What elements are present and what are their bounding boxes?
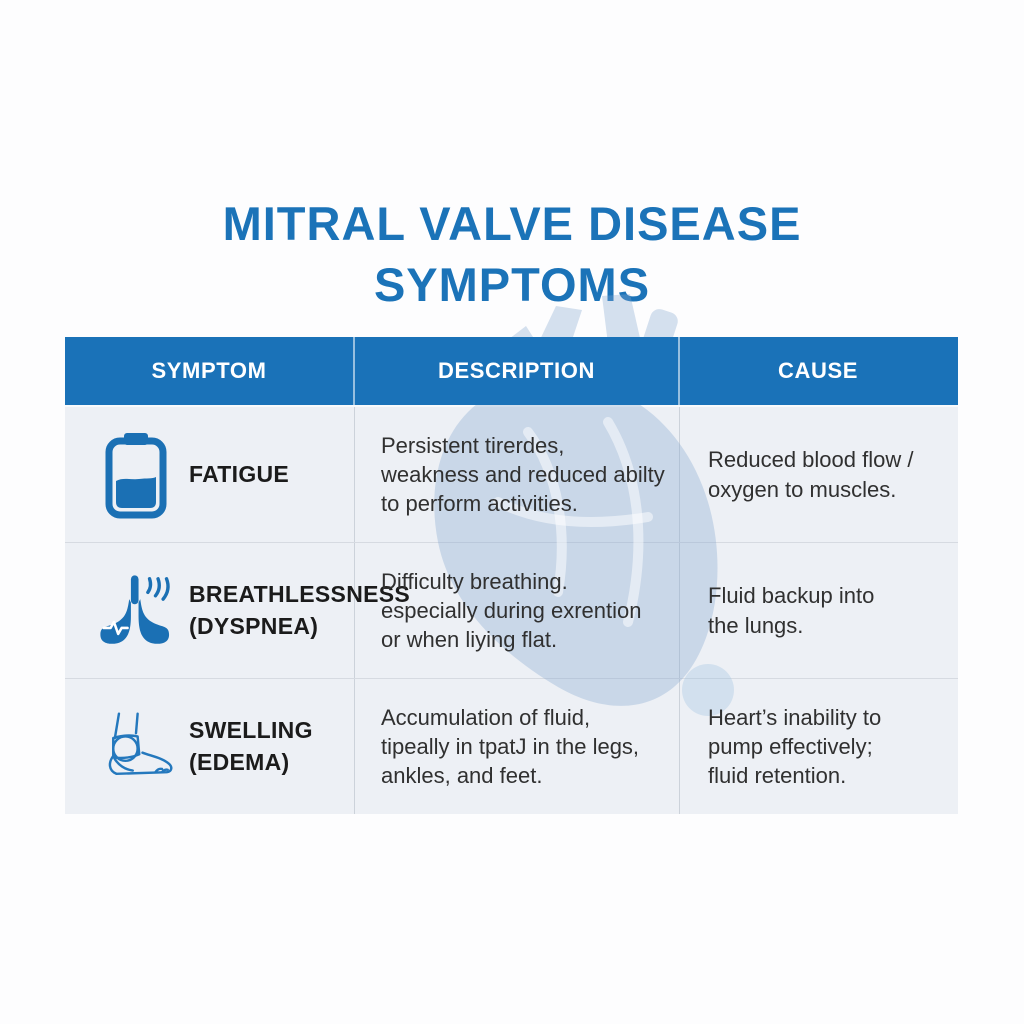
table-row-fatigue: FATIGUE Persistent tirerdes, weakness an… xyxy=(65,405,958,542)
battery-low-icon xyxy=(97,431,175,519)
description-cell: Difficulty breathing. especially during … xyxy=(355,543,680,678)
page-title: MITRAL VALVE DISEASE SYMPTOMS xyxy=(0,193,1024,315)
page-title-line2: SYMPTOMS xyxy=(373,258,651,312)
description-cell: Persistent tirerdes, weakness and reduce… xyxy=(355,407,680,542)
cause-cell: Reduced blood flow / oxygen to muscles. xyxy=(680,407,957,542)
ankle-swelling-icon xyxy=(97,704,175,790)
page-title-line1: MITRAL VALVE DISEASE xyxy=(222,197,802,250)
cause-text: Heart’s inability to pump effectively; f… xyxy=(708,704,882,789)
table-row-swelling: SWELLING (EDEMA) Accumulation of fluid, … xyxy=(65,678,958,814)
cause-cell: Fluid backup into the lungs. xyxy=(680,543,957,678)
table-header-row: SYMPTOM DESCRIPTION CAUSE xyxy=(65,337,958,405)
description-text: Difficulty breathing. especially during … xyxy=(381,568,642,653)
symptom-label: SWELLING (EDEMA) xyxy=(189,717,313,775)
description-cell: Accumulation of fluid, tipeally in tpatJ… xyxy=(355,679,680,814)
cause-text: Reduced blood flow / oxygen to muscles. xyxy=(708,447,914,502)
lungs-icon xyxy=(97,567,175,655)
symptom-cell: FATIGUE xyxy=(65,407,355,542)
symptom-cell: BREATHLESSNESS (DYSPNEA) xyxy=(65,543,410,678)
description-text: Persistent tirerdes, weakness and reduce… xyxy=(381,432,665,517)
symptom-label: BREATHLESSNESS (DYSPNEA) xyxy=(189,581,411,639)
symptoms-table: SYMPTOM DESCRIPTION CAUSE FATIGUE xyxy=(65,337,958,814)
header-description: DESCRIPTION xyxy=(355,337,680,405)
symptom-label: FATIGUE xyxy=(189,460,290,487)
cause-text: Fluid backup into the lungs. xyxy=(708,583,875,638)
description-text: Accumulation of fluid, tipeally in tpatJ… xyxy=(381,704,640,789)
table-row-breathlessness: BREATHLESSNESS (DYSPNEA) Difficulty brea… xyxy=(65,542,958,678)
header-cause: CAUSE xyxy=(777,358,858,383)
symptom-cell: SWELLING (EDEMA) xyxy=(65,679,355,814)
header-symptom: SYMPTOM xyxy=(65,337,355,405)
cause-cell: Heart’s inability to pump effectively; f… xyxy=(680,679,957,814)
